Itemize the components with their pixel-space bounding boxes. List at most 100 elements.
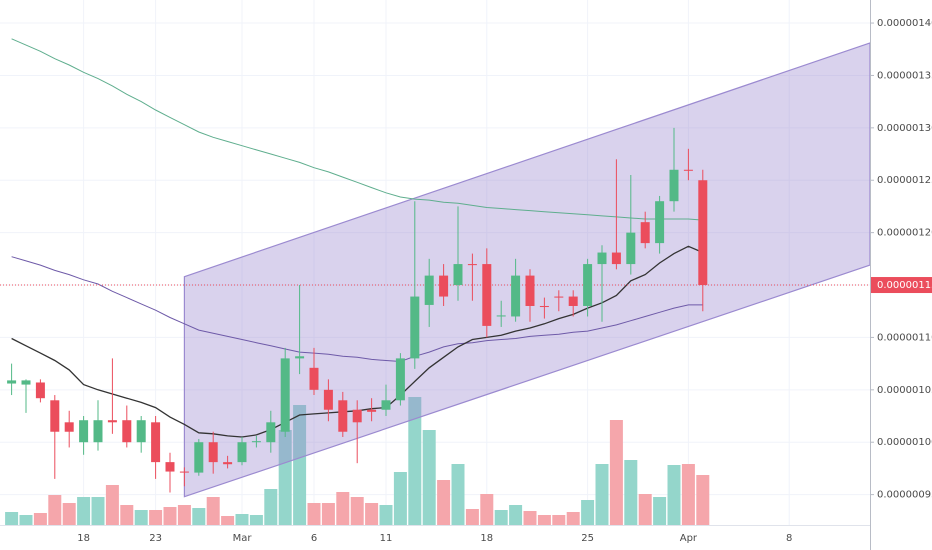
last-price-label: 0.00000115 bbox=[877, 280, 932, 291]
last-price-badge bbox=[871, 277, 932, 294]
volume-bar bbox=[105, 485, 119, 525]
volume-bar bbox=[62, 503, 76, 525]
x-tick-label: 6 bbox=[311, 533, 317, 544]
y-tick-label: 0.00000105 bbox=[877, 385, 932, 396]
x-tick-label: 25 bbox=[581, 533, 594, 544]
candle-body bbox=[79, 420, 89, 443]
volume-bar bbox=[163, 507, 177, 525]
volume-bar bbox=[523, 511, 537, 525]
candle-body bbox=[64, 422, 74, 432]
volume-bar bbox=[681, 464, 695, 525]
volume-bar bbox=[134, 510, 148, 525]
candle-body bbox=[280, 358, 290, 432]
volume-bar bbox=[278, 430, 292, 525]
volume-bar bbox=[609, 420, 623, 525]
y-tick-label: 0.00000135 bbox=[877, 70, 932, 81]
volume-bar bbox=[206, 497, 220, 525]
volume-bar bbox=[393, 472, 407, 525]
volume-bar bbox=[422, 430, 436, 525]
volume-bar bbox=[638, 494, 652, 525]
volume-bar bbox=[696, 475, 710, 525]
x-tick-label: 18 bbox=[77, 533, 90, 544]
volume-bar bbox=[653, 497, 667, 525]
volume-bar bbox=[235, 514, 249, 525]
candle-body bbox=[597, 252, 607, 265]
candle-body bbox=[655, 201, 665, 244]
moving-average bbox=[11, 256, 703, 363]
volume-bar bbox=[552, 515, 566, 525]
volume-bar bbox=[667, 465, 681, 525]
candle-body bbox=[496, 315, 506, 317]
y-tick-label: 0.00000125 bbox=[877, 175, 932, 186]
x-tick-label: 8 bbox=[786, 533, 792, 544]
volume-bar bbox=[48, 495, 62, 525]
volume-bar bbox=[595, 464, 609, 525]
candle-body bbox=[525, 275, 535, 306]
y-tick-label: 0.00000140 bbox=[877, 18, 932, 29]
candle-body bbox=[338, 400, 348, 432]
volume-bar bbox=[365, 503, 379, 525]
volume-bar bbox=[149, 510, 163, 525]
candle-body bbox=[439, 275, 449, 297]
candle-body bbox=[352, 409, 362, 423]
candle-body bbox=[151, 422, 161, 463]
candle-body bbox=[266, 422, 276, 443]
candle-body bbox=[381, 400, 391, 410]
candle-body bbox=[611, 252, 621, 265]
volume-bar bbox=[509, 505, 523, 525]
x-tick-label: Apr bbox=[680, 533, 698, 544]
volume-bar bbox=[624, 460, 638, 525]
volume-bar bbox=[566, 512, 580, 525]
volume-bar bbox=[437, 480, 451, 525]
y-tick-label: 0.00000110 bbox=[877, 332, 932, 343]
candle-body bbox=[179, 471, 189, 473]
volume-bar bbox=[350, 497, 364, 525]
volume-bar bbox=[77, 497, 91, 525]
y-tick-label: 0.00000100 bbox=[877, 437, 932, 448]
volume-bar bbox=[537, 515, 551, 525]
candle-body bbox=[309, 367, 319, 390]
candle-body bbox=[367, 409, 377, 412]
candle-body bbox=[554, 296, 564, 298]
y-tick-label: 0.00000095 bbox=[877, 490, 932, 501]
volume-layer bbox=[5, 397, 710, 525]
candle-body bbox=[323, 389, 333, 410]
x-tick-label: 18 bbox=[480, 533, 493, 544]
volume-bar bbox=[5, 512, 19, 525]
candle-body bbox=[295, 356, 305, 359]
candle-body bbox=[7, 380, 17, 384]
candle-body bbox=[482, 264, 492, 326]
volume-bar bbox=[494, 510, 508, 525]
candle-body bbox=[107, 420, 117, 423]
x-tick-label: Mar bbox=[233, 533, 253, 544]
candle-body bbox=[21, 380, 31, 385]
volume-bar bbox=[33, 513, 47, 525]
volume-bar bbox=[321, 503, 335, 525]
volume-bar bbox=[192, 508, 206, 525]
y-tick-label: 0.00000130 bbox=[877, 123, 932, 134]
volume-bar bbox=[91, 497, 105, 525]
y-tick-label: 0.00000120 bbox=[877, 228, 932, 239]
x-tick-label: 11 bbox=[380, 533, 393, 544]
candle-layer bbox=[7, 127, 708, 493]
candle-body bbox=[35, 382, 45, 399]
volume-bar bbox=[221, 516, 235, 525]
candle-body bbox=[251, 441, 261, 443]
candle-body bbox=[237, 442, 247, 463]
volume-bar bbox=[408, 397, 422, 525]
candle-body bbox=[424, 275, 434, 305]
volume-bar bbox=[264, 489, 278, 525]
candle-body bbox=[669, 169, 679, 202]
volume-bar bbox=[249, 515, 263, 525]
candle-body bbox=[640, 222, 650, 244]
candle-body bbox=[50, 400, 60, 432]
volume-bar bbox=[581, 500, 595, 525]
volume-bar bbox=[336, 492, 350, 525]
candle-body bbox=[453, 264, 463, 286]
volume-bar bbox=[480, 494, 494, 525]
volume-bar bbox=[293, 405, 307, 525]
candle-body bbox=[395, 358, 405, 401]
moving-average bbox=[11, 38, 703, 221]
